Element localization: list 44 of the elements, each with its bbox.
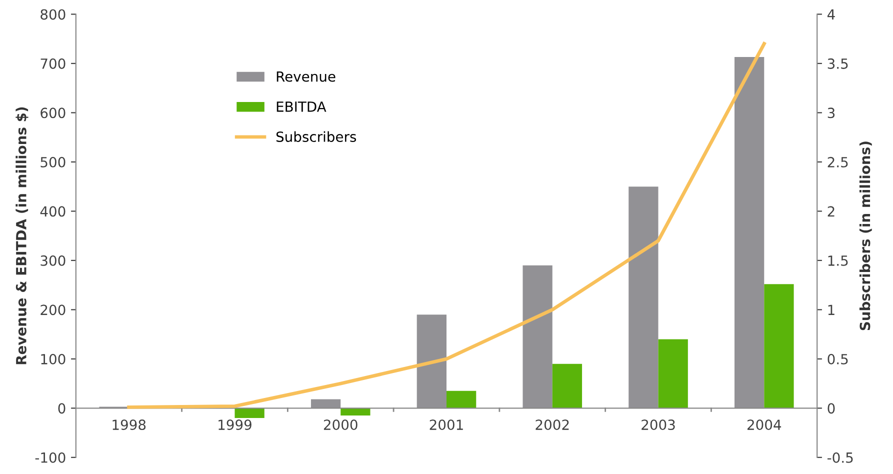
bar xyxy=(446,390,476,408)
bar xyxy=(416,314,446,408)
y-tick-label: 600 xyxy=(40,108,66,118)
bar xyxy=(764,284,794,408)
y-tick-label: 200 xyxy=(40,304,66,316)
bar xyxy=(234,408,264,418)
y2-tick-label: 0 xyxy=(828,403,835,414)
bar xyxy=(552,364,582,408)
y-tick-label: -100 xyxy=(35,452,66,463)
y-tick-label: 400 xyxy=(40,206,66,217)
x-tick-label: 1998 xyxy=(112,420,146,430)
x-tick-label: 2004 xyxy=(747,420,782,430)
x-tick-label: 1999 xyxy=(218,420,252,430)
x-tick-label: 2002 xyxy=(536,420,569,430)
bar xyxy=(522,265,552,408)
legend-label: Subscribers xyxy=(276,131,356,142)
y2-tick-label: 1.5 xyxy=(828,256,848,266)
bar xyxy=(628,186,658,408)
x-tick-label: 2001 xyxy=(430,420,463,430)
y-tick-label: 700 xyxy=(40,58,66,69)
y2-tick-label: 4 xyxy=(827,9,835,20)
y2-axis-title: Subscribers (in millions) xyxy=(859,142,872,330)
y-tick-label: 100 xyxy=(41,354,66,364)
y2-tick-label: 3.5 xyxy=(828,58,848,69)
y2-tick-label: 3 xyxy=(828,108,835,118)
bar xyxy=(734,57,764,408)
y-axis-title: Revenue & EBITDA (in millions $) xyxy=(16,107,28,364)
legend-label: EBITDA xyxy=(276,102,326,112)
y2-tick-label: 2 xyxy=(828,206,834,216)
bar xyxy=(310,399,341,408)
y2-tick-label: 1 xyxy=(828,304,834,315)
line-series xyxy=(127,42,766,409)
y-tick-label: 800 xyxy=(40,9,66,20)
y2-tick-label: 2.5 xyxy=(828,156,848,168)
y-tick-label: 500 xyxy=(40,156,66,168)
y2-tick-label: 0.5 xyxy=(828,354,848,364)
x-tick-label: 2000 xyxy=(324,420,358,430)
y-tick-label: 300 xyxy=(40,255,66,266)
bar xyxy=(658,339,688,408)
bar xyxy=(340,408,370,416)
y2-tick-label: -0.5 xyxy=(827,452,853,463)
x-tick-label: 2003 xyxy=(642,420,675,430)
legend-label: Revenue xyxy=(276,71,336,82)
y-tick-label: 0 xyxy=(58,403,66,414)
